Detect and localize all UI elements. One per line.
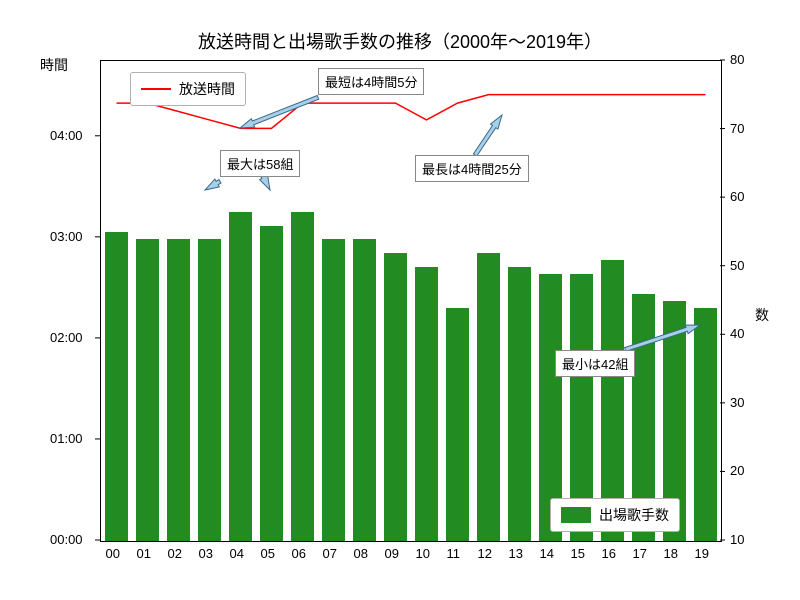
bar xyxy=(291,212,314,541)
annotation: 最長は4時間25分 xyxy=(415,155,529,182)
chart-container: 放送時間と出場歌手数の推移（2000年〜2019年） 時間 数 放送時間 出場歌… xyxy=(0,0,800,600)
x-tick: 10 xyxy=(416,546,430,561)
y-right-tick: 30 xyxy=(730,395,744,410)
y-left-tick: 04:00 xyxy=(50,128,83,143)
bar xyxy=(229,212,252,541)
x-tick: 18 xyxy=(664,546,678,561)
x-tick: 17 xyxy=(633,546,647,561)
plot-area xyxy=(100,60,722,542)
y-right-tick: 20 xyxy=(730,463,744,478)
bar xyxy=(694,308,717,541)
y-right-tick: 80 xyxy=(730,52,744,67)
line-svg xyxy=(101,61,721,541)
x-tick: 06 xyxy=(292,546,306,561)
legend-bar: 出場歌手数 xyxy=(550,498,680,532)
y-left-tick: 01:00 xyxy=(50,431,83,446)
y-right-tick: 40 xyxy=(730,326,744,341)
bar xyxy=(322,239,345,541)
y-right-tick: 10 xyxy=(730,532,744,547)
bar xyxy=(477,253,500,541)
x-tick: 09 xyxy=(385,546,399,561)
x-tick: 03 xyxy=(199,546,213,561)
x-tick: 02 xyxy=(168,546,182,561)
x-tick: 15 xyxy=(571,546,585,561)
x-tick: 05 xyxy=(261,546,275,561)
x-tick: 00 xyxy=(106,546,120,561)
x-tick: 01 xyxy=(137,546,151,561)
bar xyxy=(105,232,128,541)
x-tick: 04 xyxy=(230,546,244,561)
y-left-label: 時間 xyxy=(40,55,68,75)
annotation: 最大は58組 xyxy=(220,150,300,177)
y-left-tick: 02:00 xyxy=(50,330,83,345)
legend-bar-label: 出場歌手数 xyxy=(599,505,669,525)
annotation: 最小は42組 xyxy=(555,350,635,377)
annotation: 最短は4時間5分 xyxy=(318,68,424,95)
x-tick: 14 xyxy=(540,546,554,561)
bar xyxy=(260,226,283,541)
x-tick: 12 xyxy=(478,546,492,561)
y-left-tick: 00:00 xyxy=(50,532,83,547)
x-tick: 13 xyxy=(509,546,523,561)
y-right-tick: 70 xyxy=(730,121,744,136)
y-right-label: 数 xyxy=(755,305,769,325)
y-left-tick: 03:00 xyxy=(50,229,83,244)
bar xyxy=(353,239,376,541)
bar xyxy=(136,239,159,541)
x-tick: 16 xyxy=(602,546,616,561)
legend-line-swatch xyxy=(141,88,171,90)
x-tick: 11 xyxy=(447,546,461,561)
x-tick: 08 xyxy=(354,546,368,561)
legend-line-label: 放送時間 xyxy=(179,79,235,99)
legend-line: 放送時間 xyxy=(130,72,246,106)
chart-title: 放送時間と出場歌手数の推移（2000年〜2019年） xyxy=(0,28,800,54)
bar xyxy=(167,239,190,541)
x-tick: 07 xyxy=(323,546,337,561)
bar xyxy=(384,253,407,541)
bar xyxy=(198,239,221,541)
legend-bar-swatch xyxy=(561,507,591,523)
x-tick: 19 xyxy=(695,546,709,561)
bar xyxy=(415,267,438,541)
bar xyxy=(508,267,531,541)
y-right-tick: 60 xyxy=(730,189,744,204)
y-right-tick: 50 xyxy=(730,258,744,273)
bar xyxy=(446,308,469,541)
